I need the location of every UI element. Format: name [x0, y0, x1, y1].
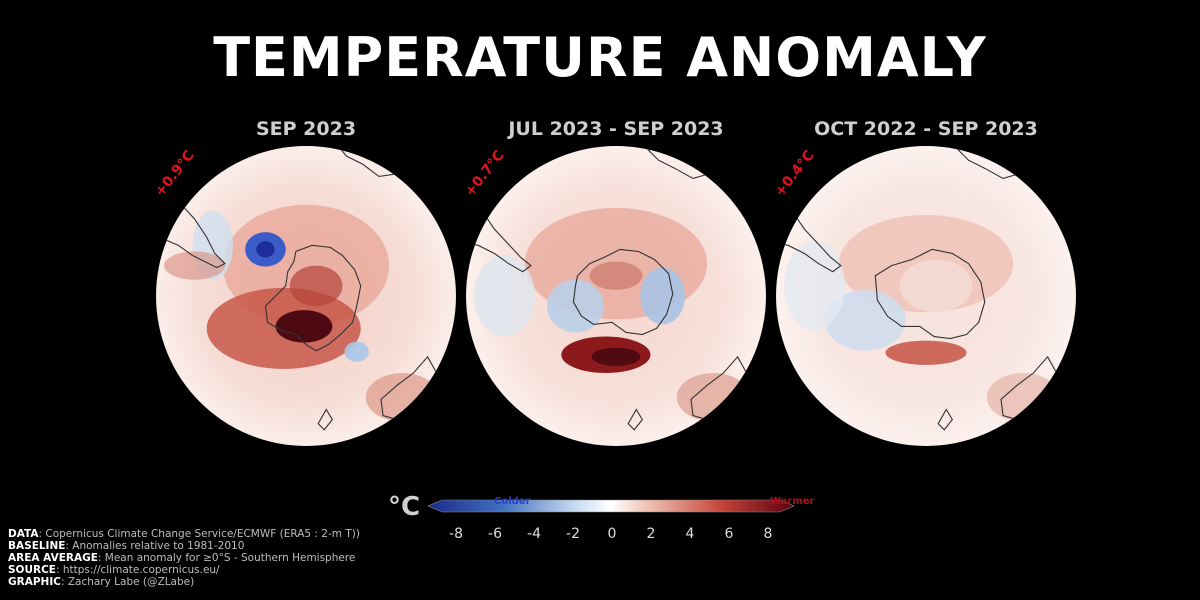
warmer-label: Warmer	[770, 496, 815, 507]
tick-label: 0	[607, 526, 617, 542]
map-panel-2: JUL 2023 - SEP 2023	[456, 114, 776, 446]
credit-data: DATA: Copernicus Climate Change Service/…	[8, 528, 360, 540]
tick-label: 8	[763, 526, 773, 542]
globe-map-1	[156, 146, 456, 446]
panel-title: SEP 2023	[255, 118, 357, 140]
page-title: TEMPERATURE ANOMALY	[213, 26, 987, 89]
tick-label: -8	[449, 526, 463, 542]
tick-label: -4	[527, 526, 541, 542]
panel-title: OCT 2022 - SEP 2023	[814, 118, 1038, 140]
tick-label: 4	[685, 526, 695, 542]
credit-area-average: AREA AVERAGE: Mean anomaly for ≥0°S - So…	[8, 552, 356, 564]
credit-source: SOURCE: https://climate.copernicus.eu/	[8, 564, 220, 576]
colder-label: Colder	[494, 496, 531, 507]
panel-title: JUL 2023 - SEP 2023	[508, 118, 724, 140]
colorbar-legend: °C Colder Warmer -8 -6 -4 -2 0 2 4	[388, 486, 815, 546]
tick-label: -2	[566, 526, 580, 542]
credits-block: DATA: Copernicus Climate Change Service/…	[8, 528, 360, 588]
credit-baseline: BASELINE: Anomalies relative to 1981-201…	[8, 540, 245, 552]
globe-map-3	[776, 146, 1076, 446]
unit-label: °C	[388, 492, 421, 522]
credit-graphic: GRAPHIC: Zachary Labe (@ZLabe)	[8, 576, 195, 588]
tick-label: -6	[488, 526, 502, 542]
map-panel-1: SEP 2023	[146, 114, 466, 446]
map-panel-3: OCT 2022 - SEP 2023 +0.4°C	[766, 114, 1086, 446]
tick-label: 2	[646, 526, 656, 542]
tick-label: 6	[724, 526, 734, 542]
globe-map-2	[466, 146, 766, 446]
colorbar: Colder Warmer -8 -6 -4 -2 0 2 4 6 8	[427, 496, 815, 542]
